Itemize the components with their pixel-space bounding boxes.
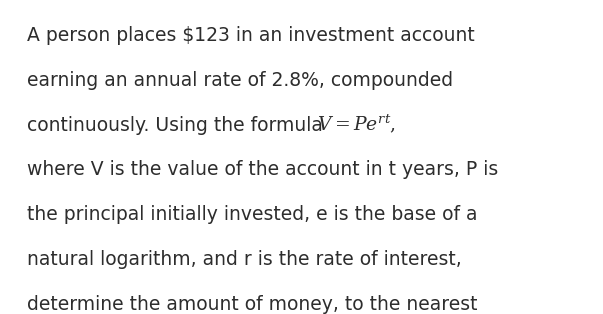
Text: continuously. Using the formula: continuously. Using the formula	[27, 116, 329, 135]
Text: determine the amount of money, to the nearest: determine the amount of money, to the ne…	[27, 295, 478, 314]
Text: the principal initially invested, e is the base of a: the principal initially invested, e is t…	[27, 205, 478, 225]
Text: where V is the value of the account in t years, P is: where V is the value of the account in t…	[27, 160, 499, 180]
Text: natural logarithm, and r is the rate of interest,: natural logarithm, and r is the rate of …	[27, 250, 462, 269]
Text: A person places $123 in an investment account: A person places $123 in an investment ac…	[27, 26, 475, 45]
Text: $V = Pe^{rt},$: $V = Pe^{rt},$	[317, 113, 396, 135]
Text: earning an annual rate of 2.8%, compounded: earning an annual rate of 2.8%, compound…	[27, 71, 453, 90]
